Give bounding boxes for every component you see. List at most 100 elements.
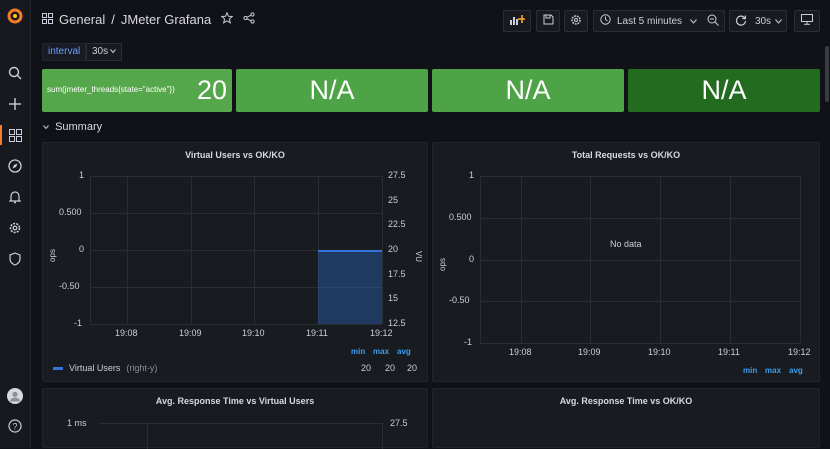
chevron-down-icon (690, 16, 697, 27)
legend-series-name: Virtual Users (69, 363, 121, 373)
y-axis-tick: 0 (469, 254, 475, 264)
grid-line (90, 250, 382, 251)
share-icon[interactable] (243, 12, 255, 27)
legend-max-header[interactable]: max (373, 347, 390, 356)
plus-icon[interactable] (5, 94, 25, 114)
grid-line (590, 176, 591, 343)
y2-axis-tick: 27.5 (388, 170, 406, 180)
panel-virtual-users[interactable]: Virtual Users vs OK/KO ops VU 1 0.500 0 -0.… (42, 142, 428, 382)
alerting-bell-icon[interactable] (5, 187, 25, 207)
grid-line (382, 423, 383, 449)
grid-line (90, 176, 382, 177)
stat-panel-4[interactable]: N/A (628, 69, 820, 112)
y-axis-tick: 0.500 (449, 212, 472, 222)
panel-avg-response-vu[interactable]: Avg. Response Time vs Virtual Users 1 ms… (42, 388, 428, 449)
grid-line (90, 213, 382, 214)
interval-variable-select[interactable]: 30s (86, 43, 122, 61)
y2-axis-tick: 12.5 (388, 318, 406, 328)
user-avatar[interactable] (5, 386, 25, 406)
dashboards-icon[interactable] (5, 125, 25, 145)
gear-icon[interactable] (5, 218, 25, 238)
dashboard-settings-button[interactable] (564, 10, 588, 32)
grid-line (521, 176, 522, 343)
stat-panel-active-threads[interactable]: sum(jmeter_threads{state="active"}) 20 (42, 69, 232, 112)
panel-title: Virtual Users vs OK/KO (185, 150, 285, 160)
legend-item-virtual-users[interactable]: Virtual Users (right-y) (53, 363, 157, 373)
x-axis-tick: 19:10 (648, 347, 671, 357)
y2-axis-tick: 20 (388, 244, 399, 254)
left-axis-label: ops (437, 258, 447, 271)
refresh-button[interactable] (729, 10, 753, 32)
chevron-down-icon (775, 16, 782, 27)
right-axis-label: VU (414, 250, 424, 263)
clock-icon (600, 14, 611, 28)
plot-area[interactable] (90, 176, 383, 325)
panel-title: Avg. Response Time vs OK/KO (559, 396, 693, 406)
y-axis-tick: -0.50 (449, 295, 470, 305)
add-panel-button[interactable] (503, 10, 531, 32)
grid-line (660, 176, 661, 343)
stat-panel-2[interactable]: N/A (236, 69, 428, 112)
page-scrollbar[interactable] (825, 46, 829, 102)
stat-value: N/A (309, 75, 355, 105)
legend-min-header[interactable]: min (351, 347, 366, 356)
legend-max-header[interactable]: max (765, 366, 782, 375)
y-axis-tick: -0.50 (59, 281, 80, 291)
y2-axis-tick: 27.5 (390, 418, 408, 428)
stat-panel-3[interactable]: N/A (432, 69, 624, 112)
x-axis-tick: 19:09 (578, 347, 601, 357)
y2-axis-tick: 15 (388, 293, 399, 303)
y-axis-tick: -1 (74, 318, 83, 328)
row-title: Summary (55, 121, 103, 133)
save-dashboard-button[interactable] (536, 10, 560, 32)
star-icon[interactable] (220, 11, 234, 27)
time-range-label: Last 5 minutes (617, 15, 683, 27)
grafana-logo-icon[interactable] (5, 6, 25, 26)
stat-value: N/A (701, 75, 747, 105)
dashboard-title[interactable]: JMeter Grafana (120, 12, 212, 27)
grid-line (480, 176, 800, 177)
svg-text:?: ? (12, 421, 17, 431)
y2-axis-tick: 22.5 (388, 219, 406, 229)
add-panel-icon (509, 14, 525, 29)
shield-icon[interactable] (5, 249, 25, 269)
legend-avg-header[interactable]: avg (397, 347, 411, 356)
x-axis-tick: 19:08 (115, 328, 138, 338)
grid-line (147, 423, 148, 449)
gear-icon (570, 14, 582, 29)
grid-line (90, 287, 382, 288)
explore-icon[interactable] (5, 156, 25, 176)
legend-min-header[interactable]: min (743, 366, 758, 375)
y-axis-tick: -1 (464, 337, 473, 347)
row-summary[interactable]: Summary (43, 121, 102, 133)
grid-line (730, 176, 731, 343)
panel-title: Total Requests vs OK/KO (571, 150, 681, 160)
tv-mode-button[interactable] (794, 10, 820, 32)
monitor-icon (801, 14, 813, 28)
x-axis-tick: 19:12 (788, 347, 811, 357)
y2-axis-tick: 25 (388, 195, 399, 205)
save-icon (543, 14, 554, 28)
breadcrumb-folder[interactable]: General (59, 12, 106, 27)
plot-area[interactable]: No data (480, 176, 801, 344)
y-axis-tick: 1 ms (67, 418, 87, 428)
legend-axis-note: (right-y) (126, 363, 158, 373)
zoom-out-button[interactable] (701, 10, 725, 32)
legend-max-value: 20 (385, 363, 396, 373)
no-data-message: No data (610, 239, 642, 249)
refresh-interval-picker[interactable]: 30s (751, 10, 787, 32)
legend-avg-header[interactable]: avg (789, 366, 803, 375)
x-axis-tick: 19:09 (179, 328, 202, 338)
search-icon[interactable] (5, 63, 25, 83)
x-axis-tick: 19:08 (509, 347, 532, 357)
grid-line (480, 176, 481, 343)
stat-value: N/A (505, 75, 551, 105)
left-axis-label: ops (47, 249, 57, 262)
panel-total-requests[interactable]: Total Requests vs OK/KO ops No data 1 0.5… (432, 142, 820, 382)
grid-line (800, 176, 801, 343)
help-icon[interactable]: ? (5, 416, 25, 436)
time-range-picker[interactable]: Last 5 minutes (593, 10, 703, 32)
refresh-interval-label: 30s (754, 15, 772, 27)
panel-avg-response-okko[interactable]: Avg. Response Time vs OK/KO (432, 388, 820, 448)
breadcrumb-separator: / (111, 12, 115, 27)
